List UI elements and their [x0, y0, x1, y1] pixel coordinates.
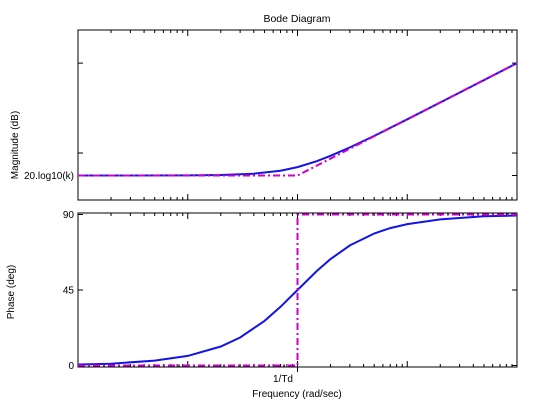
magnitude-plot-lines — [78, 62, 518, 177]
phase-plot-lines — [77, 213, 518, 367]
phase-y-tick-label: 90 — [63, 210, 75, 221]
phase-y-axis-label: Phase (deg) — [6, 265, 17, 319]
magnitude-exact-series — [78, 62, 518, 177]
phase-y-tick-labels: 0 45 90 — [63, 210, 75, 372]
phase-y-tick-label: 0 — [68, 361, 74, 372]
magnitude-y-axis-label: Magnitude (dB) — [10, 111, 21, 179]
phase-exact-series — [77, 214, 518, 366]
magnitude-y-tick-labels: 20.log10(k) — [24, 171, 74, 182]
magnitude-tick-marks — [77, 30, 517, 200]
magnitude-asymptote-series — [78, 62, 518, 177]
x-break-frequency-label: 1/Td — [273, 374, 293, 385]
magnitude-y-tick-label: 20.log10(k) — [24, 171, 74, 182]
chart-title: Bode Diagram — [263, 13, 330, 25]
phase-y-tick-label: 45 — [63, 286, 75, 297]
x-axis-label: Frequency (rad/sec) — [252, 389, 341, 400]
phase-asymptote-series — [78, 213, 517, 367]
